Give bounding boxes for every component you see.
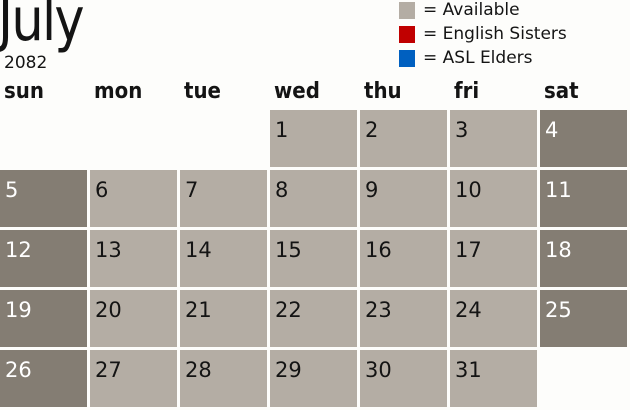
- day-cell[interactable]: 5: [0, 170, 87, 227]
- day-number: 28: [185, 358, 212, 382]
- legend-label: = ASL Elders: [423, 48, 533, 68]
- legend-item: = ASL Elders: [399, 48, 533, 68]
- legend-label: = English Sisters: [423, 24, 567, 44]
- legend-swatch: [399, 49, 415, 67]
- legend-label: = Available: [423, 0, 520, 20]
- day-cell[interactable]: 26: [0, 350, 87, 407]
- day-number: 5: [5, 178, 19, 202]
- day-cell[interactable]: 21: [180, 290, 267, 347]
- weekday-mon: mon: [94, 79, 143, 104]
- legend-swatch: [399, 1, 415, 19]
- day-number: 11: [545, 178, 572, 202]
- day-cell[interactable]: 1: [270, 110, 357, 167]
- month-title: July: [0, 0, 85, 55]
- legend-item: = English Sisters: [399, 24, 567, 44]
- day-cell[interactable]: 28: [180, 350, 267, 407]
- day-cell[interactable]: 22: [270, 290, 357, 347]
- day-number: 13: [95, 238, 122, 262]
- day-number: 2: [365, 118, 379, 142]
- day-cell[interactable]: 24: [450, 290, 537, 347]
- day-cell[interactable]: 7: [180, 170, 267, 227]
- year-label: 2082: [4, 53, 48, 73]
- day-cell[interactable]: 20: [90, 290, 177, 347]
- day-number: 10: [455, 178, 482, 202]
- day-number: 26: [5, 358, 32, 382]
- day-number: 15: [275, 238, 302, 262]
- day-number: 12: [5, 238, 32, 262]
- day-number: 25: [545, 298, 572, 322]
- day-cell[interactable]: 19: [0, 290, 87, 347]
- day-number: 1: [275, 118, 289, 142]
- day-cell[interactable]: 17: [450, 230, 537, 287]
- day-cell[interactable]: 8: [270, 170, 357, 227]
- day-cell[interactable]: 2: [360, 110, 447, 167]
- day-cell[interactable]: 30: [360, 350, 447, 407]
- day-number: 9: [365, 178, 379, 202]
- day-cell[interactable]: 18: [540, 230, 627, 287]
- day-cell[interactable]: 14: [180, 230, 267, 287]
- day-number: 16: [365, 238, 392, 262]
- legend-item: = Available: [399, 0, 520, 20]
- day-cell[interactable]: 3: [450, 110, 537, 167]
- day-number: 3: [455, 118, 469, 142]
- day-cell[interactable]: 13: [90, 230, 177, 287]
- day-number: 19: [5, 298, 32, 322]
- day-number: 8: [275, 178, 289, 202]
- day-number: 22: [275, 298, 302, 322]
- day-number: 29: [275, 358, 302, 382]
- weekday-fri: fri: [454, 79, 480, 104]
- weekday-sun: sun: [4, 79, 44, 104]
- day-cell[interactable]: 25: [540, 290, 627, 347]
- day-cell[interactable]: 29: [270, 350, 357, 407]
- day-cell[interactable]: 12: [0, 230, 87, 287]
- day-number: 27: [95, 358, 122, 382]
- day-number: 30: [365, 358, 392, 382]
- day-cell[interactable]: 27: [90, 350, 177, 407]
- day-cell[interactable]: 11: [540, 170, 627, 227]
- day-number: 17: [455, 238, 482, 262]
- day-cell[interactable]: 23: [360, 290, 447, 347]
- day-number: 20: [95, 298, 122, 322]
- weekday-thu: thu: [364, 79, 402, 104]
- day-number: 7: [185, 178, 199, 202]
- day-number: 18: [545, 238, 572, 262]
- day-cell[interactable]: 6: [90, 170, 177, 227]
- day-cell[interactable]: 16: [360, 230, 447, 287]
- legend-swatch: [399, 25, 415, 43]
- day-number: 14: [185, 238, 212, 262]
- day-number: 6: [95, 178, 109, 202]
- day-cell[interactable]: 10: [450, 170, 537, 227]
- day-number: 24: [455, 298, 482, 322]
- day-cell[interactable]: 9: [360, 170, 447, 227]
- day-number: 23: [365, 298, 392, 322]
- day-cell[interactable]: 31: [450, 350, 537, 407]
- day-cell[interactable]: 4: [540, 110, 627, 167]
- weekday-sat: sat: [544, 79, 579, 104]
- weekday-tue: tue: [184, 79, 221, 104]
- weekday-wed: wed: [274, 79, 320, 104]
- day-number: 31: [455, 358, 482, 382]
- day-cell[interactable]: 15: [270, 230, 357, 287]
- day-number: 21: [185, 298, 212, 322]
- day-number: 4: [545, 118, 559, 142]
